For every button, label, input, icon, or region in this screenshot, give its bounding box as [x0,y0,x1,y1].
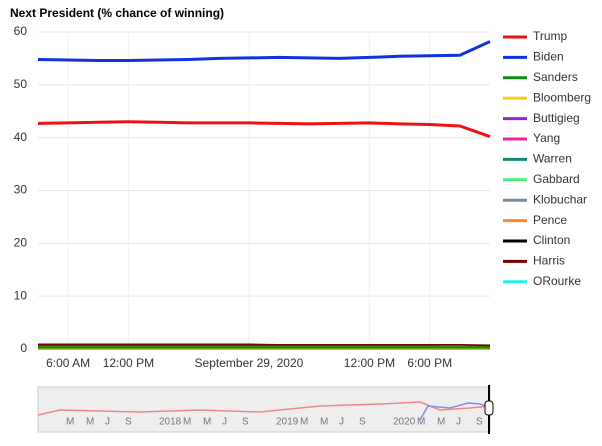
legend-label: Warren [533,152,572,166]
navigator-trace [419,402,491,421]
legend-label: Buttigieg [533,111,580,125]
legend-item[interactable]: Sanders [503,70,578,84]
navigator-label: M [417,417,425,428]
navigator-label: M [300,417,308,428]
x-tick-label: 6:00 PM [407,356,452,370]
navigator-label: M [203,417,211,428]
x-tick-label: 12:00 PM [103,356,154,370]
legend-item[interactable]: Biden [503,50,564,64]
chart-title: Next President (% chance of winning) [10,6,224,20]
navigator-handle[interactable] [484,400,494,416]
legend-item[interactable]: Pence [503,213,567,227]
legend-label: Clinton [533,233,570,247]
navigator-label: M [86,417,94,428]
legend-label: Harris [533,254,565,268]
navigator-label: M [66,417,74,428]
legend-label: ORourke [533,274,581,288]
legend-label: Biden [533,50,564,64]
legend-item[interactable]: Trump [503,29,568,43]
legend-item[interactable]: Yang [503,131,560,145]
legend-label: Bloomberg [533,90,591,104]
y-tick-label: 40 [14,130,28,144]
navigator-trace [37,401,491,416]
navigator-label: J [339,417,344,428]
navigator-label: S [476,417,483,428]
navigator-label: M [320,417,328,428]
legend-label: Klobuchar [533,192,587,206]
navigator-label: J [456,417,461,428]
legend-item[interactable]: Klobuchar [503,192,587,206]
legend-label: Gabbard [533,172,580,186]
navigator-label: M [183,417,191,428]
y-tick-label: 10 [14,288,28,302]
legend-label: Pence [533,213,567,227]
navigator-label: 2019 [276,417,299,428]
y-tick-label: 60 [14,24,28,38]
navigator-background [37,386,491,433]
y-tick-label: 0 [20,341,27,355]
legend-item[interactable]: Warren [503,152,572,166]
legend-item[interactable]: Gabbard [503,172,580,186]
legend-item[interactable]: Clinton [503,233,570,247]
y-tick-label: 20 [14,236,28,250]
series-line [37,40,491,62]
x-tick-label: September 29, 2020 [195,356,304,370]
navigator-label: S [359,417,366,428]
legend-item[interactable]: ORourke [503,274,581,288]
navigator-label: 2020 [393,417,416,428]
navigator-label: J [105,417,110,428]
navigator-label: S [242,417,249,428]
navigator-label: J [222,417,227,428]
y-tick-label: 50 [14,77,28,91]
legend-item[interactable]: Bloomberg [503,90,591,104]
legend-item[interactable]: Harris [503,254,565,268]
legend-label: Yang [533,131,560,145]
navigator[interactable]: M M J S 2018 M M J S 2019 M M J S 2020 M M J S [37,385,494,434]
navigator-label: S [125,417,132,428]
x-tick-label: 6:00 AM [46,356,90,370]
navigator-label: M [437,417,445,428]
legend-label: Trump [533,29,568,43]
x-tick-label: 12:00 PM [344,356,395,370]
legend-item[interactable]: Buttigieg [503,111,580,125]
series-line [37,120,491,139]
navigator-label: 2018 [159,417,182,428]
legend-label: Sanders [533,70,578,84]
y-tick-label: 30 [14,183,28,197]
